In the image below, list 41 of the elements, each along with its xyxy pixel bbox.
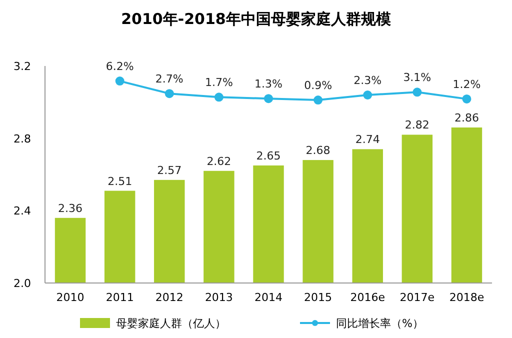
data-label: 2.74 — [355, 133, 380, 146]
data-label: 1.7% — [204, 76, 233, 90]
data-label: 1.3% — [254, 78, 282, 91]
x-tick-label: 2010 — [56, 291, 84, 304]
point — [164, 89, 174, 98]
point — [115, 76, 124, 86]
x-tick-label: 2013 — [204, 291, 233, 304]
data-label: 2.82 — [404, 118, 430, 132]
data-label: 2.3% — [354, 74, 382, 88]
data-label: 2.36 — [58, 202, 83, 215]
x-tick-label: 2011 — [106, 291, 134, 304]
chart-title: 2010年-2018年中国母婴家庭人群规模 — [121, 10, 392, 28]
data-label: 6.2% — [106, 60, 134, 74]
data-label: 2.68 — [306, 144, 330, 158]
y-tick-label: 2.8 — [14, 132, 31, 146]
point — [214, 92, 224, 102]
data-label: 2.51 — [108, 174, 132, 188]
data-label: 1.2% — [452, 78, 481, 91]
x-tick-label: 2016e — [350, 291, 386, 304]
y-tick-label: 2.4 — [14, 204, 31, 218]
x-tick-label: 2012 — [155, 291, 184, 304]
data-label: 2.86 — [454, 111, 479, 124]
legend-label: 母婴家庭人群（亿人） — [116, 317, 226, 330]
y-tick-label: 3.2 — [14, 60, 31, 73]
point — [264, 94, 273, 104]
x-tick-label: 2014 — [254, 291, 282, 304]
point — [314, 96, 323, 105]
data-label: 2.62 — [206, 154, 232, 168]
point — [363, 90, 372, 100]
data-label: 2.57 — [157, 164, 182, 177]
data-label: 2.7% — [155, 72, 184, 86]
x-tick-label: 2015 — [304, 291, 332, 304]
data-label: 0.9% — [304, 79, 332, 92]
point — [412, 88, 422, 97]
data-label: 2.65 — [256, 149, 281, 162]
x-tick-label: 2018e — [449, 291, 484, 304]
x-tick-label: 2017e — [400, 291, 435, 304]
point — [462, 94, 472, 104]
y-tick-label: 2.0 — [14, 277, 31, 290]
legend-label: 同比增长率（%） — [336, 317, 424, 330]
data-label: 3.1% — [403, 71, 432, 84]
